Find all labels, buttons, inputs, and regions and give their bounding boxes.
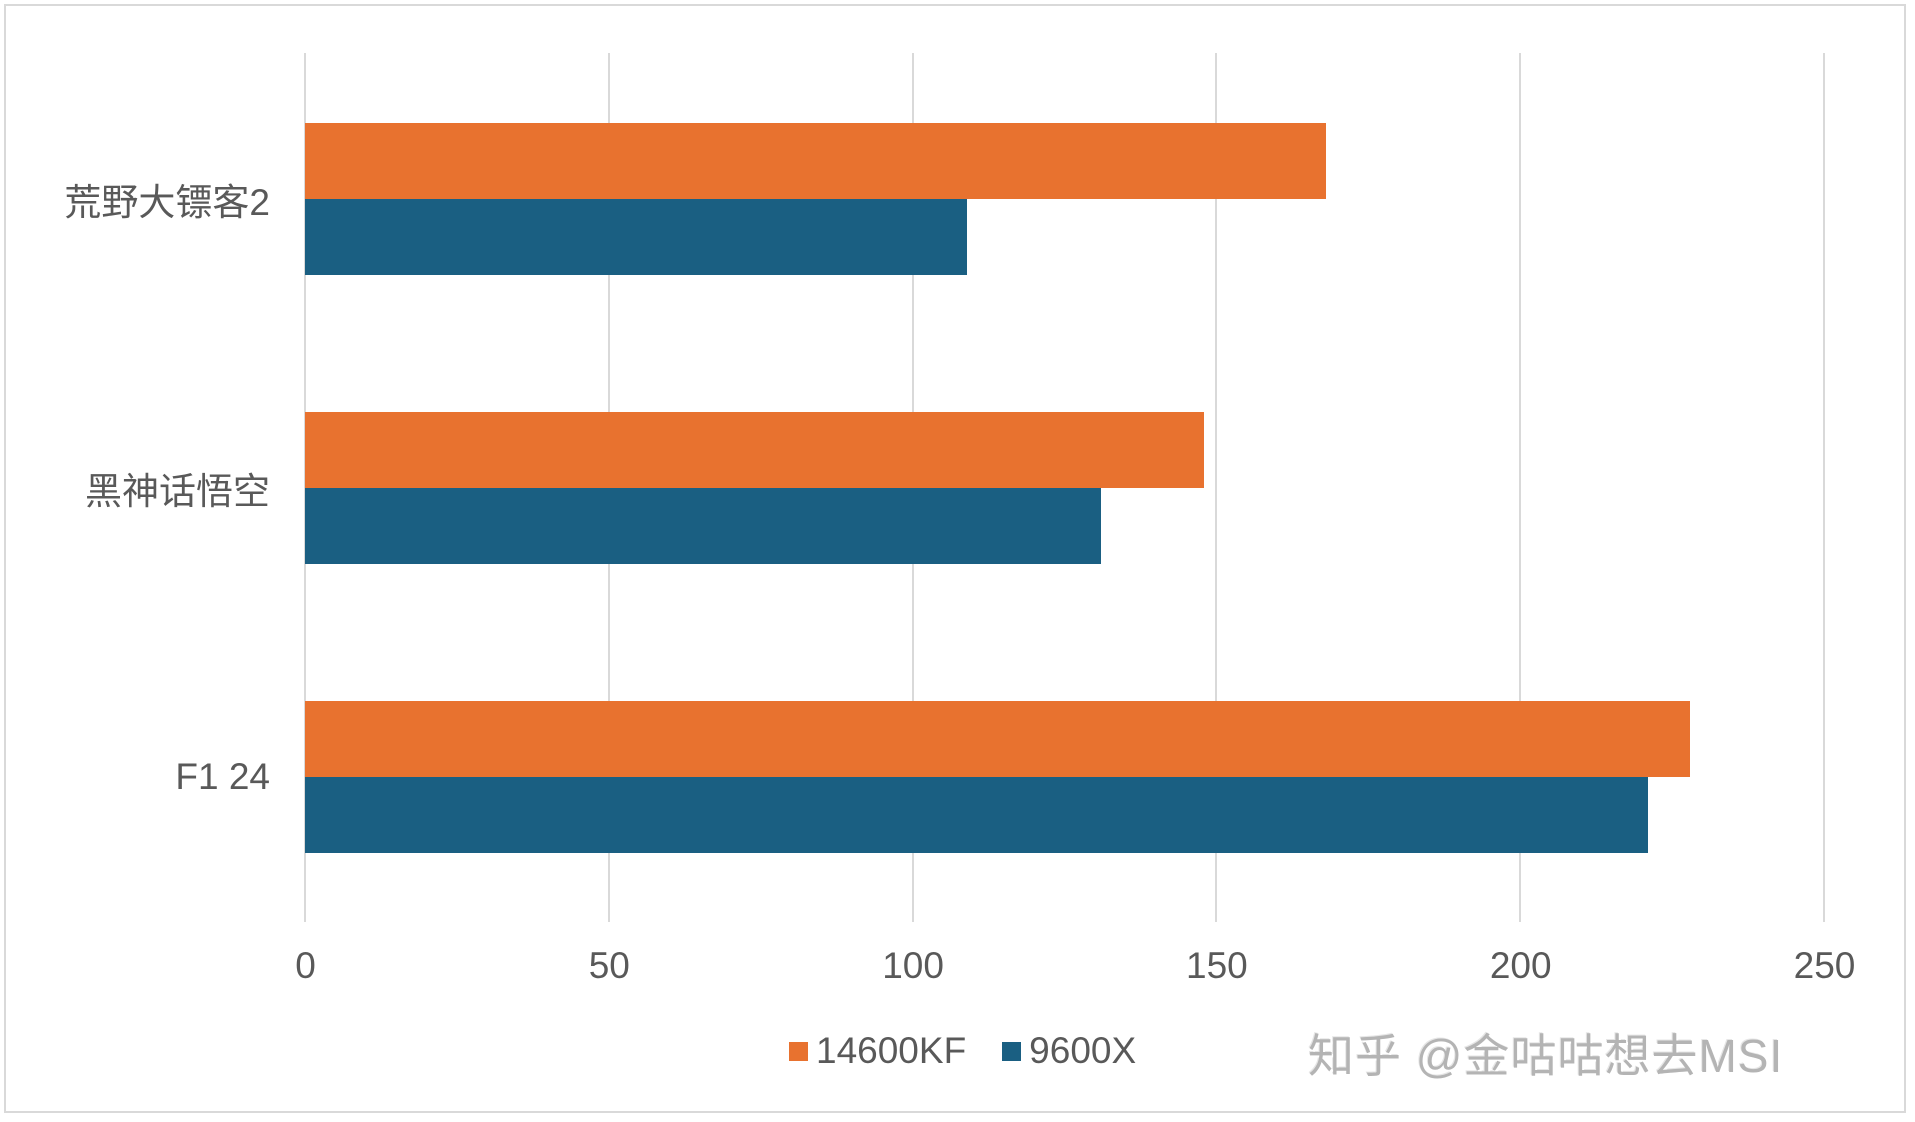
bar-9600x (305, 488, 1101, 564)
x-tick-label: 100 (882, 945, 944, 986)
legend-item-14600kf: 14600KF (789, 1030, 966, 1072)
gridline (1215, 53, 1218, 922)
legend-label: 9600X (1029, 1030, 1137, 1071)
x-tick-label: 50 (588, 945, 630, 986)
category-label: F1 24 (175, 756, 270, 797)
bar-9600x (305, 199, 968, 275)
category-label: 荒野大镖客2 (64, 182, 270, 223)
legend-item-9600x: 9600X (1002, 1030, 1136, 1072)
x-tick-label: 200 (1489, 945, 1552, 986)
x-tick-label: 0 (295, 945, 316, 986)
watermark: 知乎 @金咕咕想去MSI (1308, 1030, 1784, 1082)
legend-label: 14600KF (816, 1030, 967, 1071)
category-label: 黑神话悟空 (85, 471, 270, 512)
legend-swatch-blue (1002, 1041, 1022, 1061)
x-tick-label: 250 (1793, 945, 1856, 986)
gridline (1823, 53, 1825, 922)
bar-14600kf (305, 412, 1205, 488)
bar-9600x (305, 777, 1648, 853)
gridline (1519, 53, 1522, 922)
plot-area (304, 53, 1825, 922)
legend-swatch-orange (789, 1041, 808, 1061)
bar-14600kf (305, 701, 1691, 777)
legend: 14600KF 9600X (789, 1030, 1172, 1072)
x-tick-label: 150 (1186, 945, 1248, 986)
bar-14600kf (305, 123, 1326, 199)
